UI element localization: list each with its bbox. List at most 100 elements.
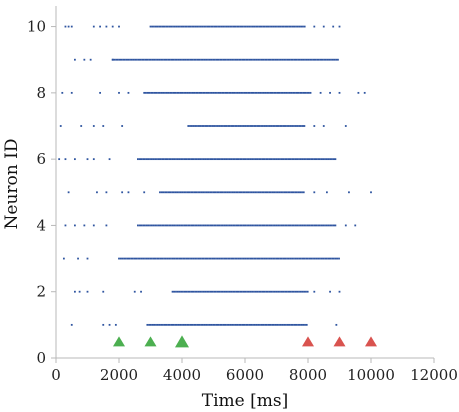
spike-2-15 bbox=[187, 290, 190, 293]
spike-1-81 bbox=[279, 323, 282, 326]
spike-6-44 bbox=[202, 158, 205, 161]
spike-9-93 bbox=[265, 58, 268, 61]
spike-10-71 bbox=[258, 25, 261, 28]
spike-3-12 bbox=[133, 257, 136, 260]
spike-4-64 bbox=[239, 224, 242, 227]
spike-2-24 bbox=[202, 290, 205, 293]
spike-5-47 bbox=[230, 191, 232, 194]
spike-1-51 bbox=[227, 323, 230, 326]
spike-3-79 bbox=[249, 257, 252, 260]
spike-1-39 bbox=[207, 323, 209, 326]
spike-4-23 bbox=[168, 224, 170, 227]
spike-3-92 bbox=[272, 257, 275, 260]
spike-5-27 bbox=[195, 191, 198, 194]
spike-9-111 bbox=[297, 58, 299, 61]
spike-9-14 bbox=[129, 58, 131, 61]
spike-5-54 bbox=[242, 191, 245, 194]
spike-3-1 bbox=[77, 257, 79, 260]
spike-3-11 bbox=[131, 257, 134, 260]
spike-6-103 bbox=[305, 158, 307, 161]
spike-8-14 bbox=[158, 91, 161, 94]
spike-7-20 bbox=[213, 125, 216, 127]
spike-10-49 bbox=[220, 25, 223, 28]
spike-10-100 bbox=[332, 25, 335, 28]
spike-8-5 bbox=[143, 91, 146, 94]
spike-1-50 bbox=[226, 323, 228, 326]
spike-3-96 bbox=[279, 257, 282, 260]
spike-6-30 bbox=[178, 158, 181, 161]
spike-5-38 bbox=[214, 191, 217, 194]
spike-5-10 bbox=[165, 191, 168, 194]
spike-7-60 bbox=[282, 125, 285, 127]
spike-7-10 bbox=[196, 125, 198, 127]
spike-9-47 bbox=[186, 58, 189, 61]
spike-3-55 bbox=[208, 257, 210, 260]
spike-9-134 bbox=[337, 58, 339, 61]
spike-6-27 bbox=[173, 158, 176, 161]
spike-7-51 bbox=[267, 125, 269, 127]
spike-9-90 bbox=[260, 58, 263, 61]
spike-1-88 bbox=[291, 323, 294, 326]
spike-8-103 bbox=[329, 91, 331, 94]
spike-7-48 bbox=[261, 125, 264, 127]
spike-3-10 bbox=[130, 257, 133, 260]
spike-9-112 bbox=[298, 58, 301, 61]
spike-6-79 bbox=[263, 158, 266, 161]
spike-10-90 bbox=[291, 25, 294, 28]
spike-3-58 bbox=[213, 257, 216, 260]
spike-3-95 bbox=[277, 257, 280, 260]
spike-8-61 bbox=[240, 91, 243, 94]
spike-3-110 bbox=[303, 257, 306, 260]
spike-6-13 bbox=[149, 158, 151, 161]
spike-4-27 bbox=[175, 224, 177, 227]
spike-1-29 bbox=[189, 323, 192, 326]
spike-10-67 bbox=[251, 25, 254, 28]
spike-1-66 bbox=[253, 323, 256, 326]
spike-6-64 bbox=[237, 158, 240, 161]
spike-7-21 bbox=[215, 125, 217, 127]
spike-1-68 bbox=[257, 323, 260, 326]
spike-9-85 bbox=[252, 58, 254, 61]
spike-4-38 bbox=[194, 224, 196, 227]
spike-2-82 bbox=[303, 290, 306, 293]
spike-8-63 bbox=[243, 91, 246, 94]
spike-6-55 bbox=[221, 158, 224, 161]
spike-10-4 bbox=[99, 25, 101, 28]
spike-3-26 bbox=[157, 257, 160, 260]
spike-6-18 bbox=[157, 158, 160, 161]
spike-8-24 bbox=[176, 91, 179, 94]
spike-3-29 bbox=[163, 257, 165, 260]
spike-10-18 bbox=[166, 25, 169, 28]
spike-1-71 bbox=[262, 323, 265, 326]
x-tick-label-6: 12000 bbox=[410, 366, 458, 384]
spike-6-110 bbox=[317, 158, 319, 161]
spike-9-5 bbox=[113, 58, 116, 61]
spike-6-108 bbox=[313, 158, 316, 161]
spike-7-37 bbox=[242, 125, 245, 127]
spike-8-48 bbox=[217, 91, 220, 94]
spike-6-29 bbox=[176, 158, 179, 161]
spike-1-53 bbox=[231, 323, 234, 326]
spike-4-99 bbox=[299, 224, 302, 227]
spike-9-45 bbox=[182, 58, 185, 61]
spike-4-113 bbox=[324, 224, 326, 227]
spike-8-59 bbox=[236, 91, 239, 94]
spike-9-83 bbox=[248, 58, 251, 61]
spike-3-86 bbox=[261, 257, 264, 260]
spike-9-32 bbox=[160, 58, 163, 61]
spike-3-50 bbox=[199, 257, 202, 260]
spike-9-89 bbox=[259, 58, 261, 61]
spike-6-32 bbox=[182, 158, 184, 161]
spike-6-114 bbox=[324, 158, 326, 161]
spike-6-96 bbox=[292, 158, 295, 161]
spike-10-15 bbox=[161, 25, 164, 28]
spike-9-44 bbox=[181, 58, 183, 61]
spike-9-64 bbox=[215, 58, 218, 61]
spike-2-7 bbox=[173, 290, 176, 293]
spike-10-47 bbox=[217, 25, 219, 28]
spike-1-35 bbox=[200, 323, 202, 326]
spike-1-48 bbox=[222, 323, 225, 326]
spike-8-73 bbox=[261, 91, 263, 94]
spike-8-6 bbox=[145, 91, 147, 94]
spike-9-79 bbox=[241, 58, 244, 61]
